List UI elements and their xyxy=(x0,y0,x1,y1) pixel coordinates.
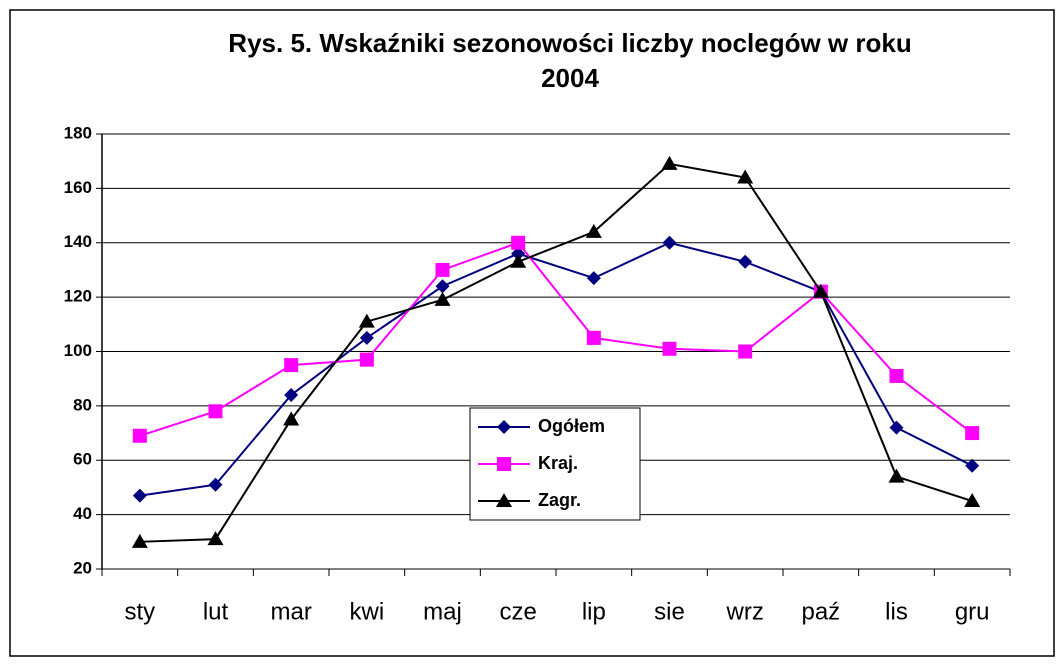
data-point xyxy=(208,477,223,492)
x-tick-label: lip xyxy=(582,598,606,625)
series-line xyxy=(139,162,973,543)
y-tick-label: 120 xyxy=(64,287,92,306)
x-tick-label: mar xyxy=(270,598,311,625)
data-point xyxy=(208,404,223,419)
data-point xyxy=(435,279,450,294)
data-point xyxy=(207,531,224,546)
x-tick-label: wrz xyxy=(726,598,764,625)
data-point xyxy=(661,155,678,170)
data-point xyxy=(511,235,526,250)
y-tick-label: 140 xyxy=(64,232,92,251)
legend-marker xyxy=(497,457,511,471)
y-tick-label: 160 xyxy=(64,178,92,197)
data-point xyxy=(585,223,602,238)
data-point xyxy=(586,330,601,345)
y-tick-label: 20 xyxy=(73,558,92,577)
legend-marker xyxy=(497,420,511,434)
data-point xyxy=(738,254,753,269)
y-tick-label: 180 xyxy=(64,123,92,142)
data-point xyxy=(510,253,527,268)
chart-border xyxy=(9,9,1055,657)
data-point xyxy=(889,368,904,383)
x-tick-label: sie xyxy=(654,598,685,625)
x-tick-label: lis xyxy=(885,598,908,625)
x-tick-label: paź xyxy=(801,598,840,625)
legend-label: Kraj. xyxy=(538,453,578,473)
data-point xyxy=(888,468,905,483)
data-point xyxy=(283,411,300,426)
x-tick-label: lut xyxy=(203,598,229,625)
data-point xyxy=(284,388,299,402)
data-point xyxy=(662,235,677,250)
data-point xyxy=(358,313,375,328)
data-point xyxy=(435,262,450,277)
chart-title: 2004 xyxy=(541,63,599,93)
data-point xyxy=(132,428,147,443)
y-tick-label: 40 xyxy=(73,504,92,523)
y-tick-label: 100 xyxy=(64,341,92,360)
data-point xyxy=(662,341,677,356)
data-point xyxy=(812,283,829,298)
data-point xyxy=(359,330,374,345)
x-tick-label: sty xyxy=(124,598,155,625)
data-point xyxy=(738,344,753,359)
data-point xyxy=(511,246,526,261)
x-tick-label: maj xyxy=(423,598,462,625)
data-point xyxy=(132,488,147,503)
data-point xyxy=(434,291,451,306)
legend-marker xyxy=(496,493,512,507)
legend-label: Ogółem xyxy=(538,416,605,436)
data-point xyxy=(284,358,299,373)
chart-title: Rys. 5. Wskaźniki sezonowości liczby noc… xyxy=(228,28,911,58)
data-point xyxy=(131,533,148,548)
series-line xyxy=(139,241,973,437)
data-point xyxy=(586,271,601,286)
data-point xyxy=(965,458,980,473)
x-tick-label: kwi xyxy=(349,598,384,625)
x-tick-label: gru xyxy=(955,598,990,625)
data-point xyxy=(737,169,754,184)
legend-label: Zagr. xyxy=(538,490,581,510)
y-tick-label: 80 xyxy=(73,395,92,414)
series-line xyxy=(139,241,973,497)
data-point xyxy=(965,426,980,441)
data-point xyxy=(359,352,374,367)
y-tick-label: 60 xyxy=(73,450,92,469)
x-tick-label: cze xyxy=(499,598,536,625)
data-point xyxy=(889,420,904,435)
data-point xyxy=(964,493,981,508)
